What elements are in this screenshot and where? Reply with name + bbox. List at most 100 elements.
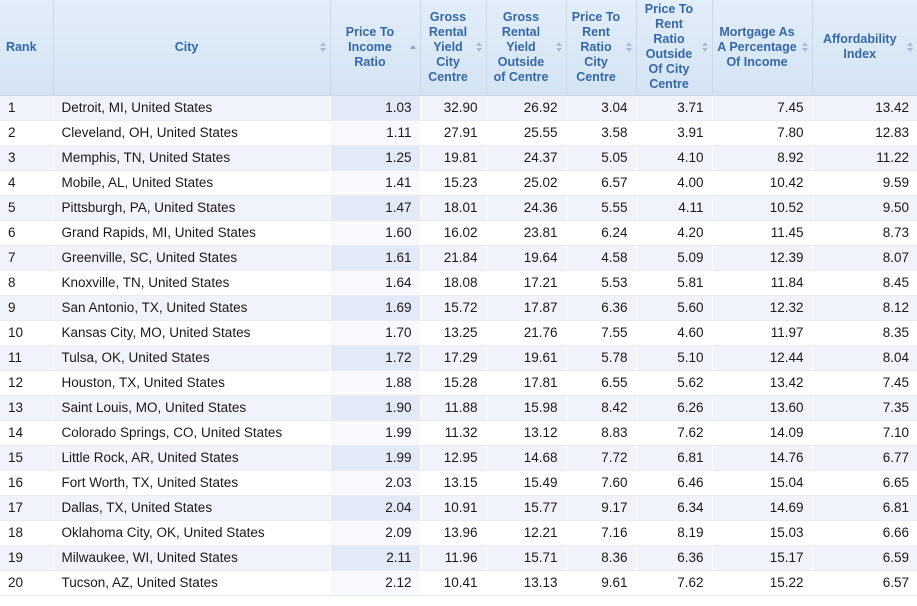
cell-price-to-rent-ratio-city-centre: 7.55	[566, 320, 637, 346]
column-header-gross-rental-yield-city-centre[interactable]: Gross Rental Yield City Centre	[420, 0, 487, 96]
cell-mortgage-as-a-percentage-of-income: 7.45	[712, 95, 813, 121]
cell-gross-rental-yield-outside-of-centre: 25.55	[486, 120, 567, 146]
column-header-city[interactable]: City	[53, 0, 331, 96]
column-header-label: Rank	[5, 39, 37, 54]
column-header-price-to-income-ratio[interactable]: Price To Income Ratio	[330, 0, 421, 96]
table-row: 11 Tulsa, OK, United States 1.72 17.29 19.61…	[0, 345, 917, 371]
column-header-mortgage-as-a-percentage-of-income[interactable]: Mortgage As A Percentage Of Income	[712, 0, 813, 96]
cell-price-to-income-ratio: 2.03	[330, 470, 421, 496]
cell-affordability-index: 6.77	[812, 445, 917, 471]
cell-gross-rental-yield-outside-of-centre: 24.37	[486, 145, 567, 171]
cell-price-to-rent-ratio-outside-of-city-centre: 5.81	[636, 270, 713, 296]
cell-price-to-income-ratio: 1.03	[330, 95, 421, 121]
cell-gross-rental-yield-city-centre: 11.88	[420, 395, 487, 421]
table-row: 1 Detroit, MI, United States 1.03 32.90 26.9…	[0, 95, 917, 121]
cell-affordability-index: 11.22	[812, 145, 917, 171]
cell-city: Memphis, TN, United States	[53, 145, 331, 171]
caret-up-icon	[409, 45, 416, 50]
cell-rank: 14	[0, 420, 54, 446]
cell-mortgage-as-a-percentage-of-income: 10.52	[712, 195, 813, 221]
cell-price-to-income-ratio: 2.12	[330, 570, 421, 596]
cell-mortgage-as-a-percentage-of-income: 12.44	[712, 345, 813, 371]
cell-price-to-rent-ratio-city-centre: 4.58	[566, 245, 637, 271]
cell-gross-rental-yield-city-centre: 16.02	[420, 220, 487, 246]
cell-mortgage-as-a-percentage-of-income: 8.92	[712, 145, 813, 171]
cell-price-to-income-ratio: 1.61	[330, 245, 421, 271]
cell-mortgage-as-a-percentage-of-income: 7.80	[712, 120, 813, 146]
column-header-gross-rental-yield-outside-of-centre[interactable]: Gross Rental Yield Outside of Centre	[486, 0, 567, 96]
cell-city: Greenville, SC, United States	[53, 245, 331, 271]
cell-price-to-income-ratio: 1.90	[330, 395, 421, 421]
cell-mortgage-as-a-percentage-of-income: 11.45	[712, 220, 813, 246]
cell-gross-rental-yield-city-centre: 11.32	[420, 420, 487, 446]
cell-gross-rental-yield-outside-of-centre: 13.12	[486, 420, 567, 446]
cell-price-to-rent-ratio-outside-of-city-centre: 5.09	[636, 245, 713, 271]
cell-price-to-income-ratio: 1.64	[330, 270, 421, 296]
column-header-affordability-index[interactable]: Affordability Index	[812, 0, 917, 96]
sort-both-icon	[701, 42, 708, 53]
cell-price-to-rent-ratio-outside-of-city-centre: 7.62	[636, 420, 713, 446]
cell-mortgage-as-a-percentage-of-income: 11.97	[712, 320, 813, 346]
caret-up-icon	[801, 42, 808, 47]
cell-price-to-income-ratio: 1.69	[330, 295, 421, 321]
cell-rank: 3	[0, 145, 54, 171]
cell-gross-rental-yield-outside-of-centre: 26.92	[486, 95, 567, 121]
cell-rank: 16	[0, 470, 54, 496]
cell-gross-rental-yield-city-centre: 13.25	[420, 320, 487, 346]
cell-gross-rental-yield-city-centre: 12.95	[420, 445, 487, 471]
cell-price-to-rent-ratio-outside-of-city-centre: 3.71	[636, 95, 713, 121]
cell-rank: 6	[0, 220, 54, 246]
cell-affordability-index: 6.57	[812, 570, 917, 596]
cell-price-to-rent-ratio-city-centre: 8.83	[566, 420, 637, 446]
sort-both-icon	[625, 42, 632, 53]
caret-down-icon	[801, 48, 808, 53]
column-header-price-to-rent-ratio-outside-of-city-centre[interactable]: Price To Rent Ratio Outside Of City Cent…	[636, 0, 713, 96]
cell-mortgage-as-a-percentage-of-income: 12.32	[712, 295, 813, 321]
cell-affordability-index: 8.04	[812, 345, 917, 371]
cell-gross-rental-yield-city-centre: 18.01	[420, 195, 487, 221]
cell-gross-rental-yield-outside-of-centre: 14.68	[486, 445, 567, 471]
cell-gross-rental-yield-city-centre: 27.91	[420, 120, 487, 146]
cell-city: Colorado Springs, CO, United States	[53, 420, 331, 446]
cell-city: Cleveland, OH, United States	[53, 120, 331, 146]
cell-affordability-index: 8.45	[812, 270, 917, 296]
table-row: 6 Grand Rapids, MI, United States 1.60 16.0…	[0, 220, 917, 246]
cell-price-to-rent-ratio-city-centre: 3.04	[566, 95, 637, 121]
sort-both-icon	[319, 42, 326, 53]
cell-rank: 9	[0, 295, 54, 321]
cell-price-to-income-ratio: 1.41	[330, 170, 421, 196]
cell-price-to-income-ratio: 1.47	[330, 195, 421, 221]
cell-price-to-rent-ratio-outside-of-city-centre: 4.20	[636, 220, 713, 246]
caret-down-icon	[555, 48, 562, 53]
cell-gross-rental-yield-outside-of-centre: 17.81	[486, 370, 567, 396]
cell-city: Dallas, TX, United States	[53, 495, 331, 521]
caret-up-icon	[555, 42, 562, 47]
cell-gross-rental-yield-city-centre: 19.81	[420, 145, 487, 171]
cell-rank: 17	[0, 495, 54, 521]
table-row: 12 Houston, TX, United States 1.88 15.28 17.…	[0, 370, 917, 396]
cell-price-to-rent-ratio-city-centre: 9.17	[566, 495, 637, 521]
column-header-label: Gross Rental Yield Outside of Centre	[493, 9, 549, 84]
table-row: 13 Saint Louis, MO, United States 1.90 11.8…	[0, 395, 917, 421]
column-header-label: Mortgage As A Percentage Of Income	[717, 24, 797, 69]
table-row: 7 Greenville, SC, United States 1.61 21.84 1…	[0, 245, 917, 271]
table-row: 9 San Antonio, TX, United States 1.69 15.72…	[0, 295, 917, 321]
caret-up-icon	[319, 42, 326, 47]
cell-affordability-index: 6.59	[812, 545, 917, 571]
cell-rank: 15	[0, 445, 54, 471]
cell-price-to-rent-ratio-outside-of-city-centre: 6.36	[636, 545, 713, 571]
column-header-label: City	[174, 39, 199, 54]
cell-affordability-index: 7.35	[812, 395, 917, 421]
cell-gross-rental-yield-outside-of-centre: 24.36	[486, 195, 567, 221]
column-header-price-to-rent-ratio-city-centre[interactable]: Price To Rent Ratio City Centre	[566, 0, 637, 96]
table-row: 14 Colorado Springs, CO, United States 1.9…	[0, 420, 917, 446]
cell-gross-rental-yield-outside-of-centre: 15.49	[486, 470, 567, 496]
table-header: Rank City Price To Income Ratio Gross Renta…	[0, 0, 917, 96]
table-row: 16 Fort Worth, TX, United States 2.03 13.15…	[0, 470, 917, 496]
cell-city: Grand Rapids, MI, United States	[53, 220, 331, 246]
cell-gross-rental-yield-outside-of-centre: 17.87	[486, 295, 567, 321]
column-header-label: Price To Rent Ratio City Centre	[571, 9, 621, 84]
cell-mortgage-as-a-percentage-of-income: 15.04	[712, 470, 813, 496]
cell-price-to-income-ratio: 2.11	[330, 545, 421, 571]
